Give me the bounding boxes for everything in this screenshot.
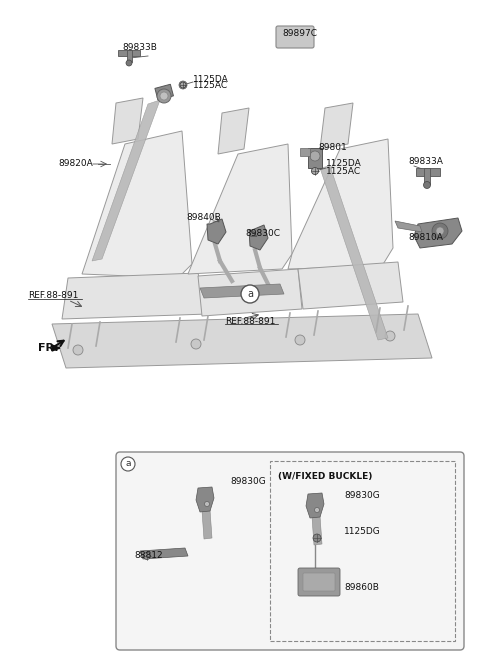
Circle shape xyxy=(144,552,151,560)
Text: 89810A: 89810A xyxy=(408,234,443,243)
Text: FR.: FR. xyxy=(38,343,59,353)
Circle shape xyxy=(312,167,319,174)
Circle shape xyxy=(126,60,132,66)
Polygon shape xyxy=(82,131,192,278)
Polygon shape xyxy=(249,225,268,250)
Text: REF.88-891: REF.88-891 xyxy=(28,291,78,300)
Polygon shape xyxy=(92,100,160,261)
FancyBboxPatch shape xyxy=(276,26,314,48)
Circle shape xyxy=(313,534,321,542)
Polygon shape xyxy=(320,166,388,340)
Polygon shape xyxy=(52,345,60,351)
Text: a: a xyxy=(247,289,253,299)
Circle shape xyxy=(241,285,259,303)
Circle shape xyxy=(191,339,201,349)
Polygon shape xyxy=(52,314,432,368)
Bar xyxy=(270,461,455,641)
Circle shape xyxy=(310,151,320,161)
Text: 89801: 89801 xyxy=(318,144,347,152)
Text: 89897C: 89897C xyxy=(282,28,317,37)
Text: (W/FIXED BUCKLE): (W/FIXED BUCKLE) xyxy=(278,472,372,480)
Text: 1125DG: 1125DG xyxy=(344,527,381,537)
Circle shape xyxy=(121,457,135,471)
Circle shape xyxy=(314,508,320,512)
Bar xyxy=(416,168,440,176)
Text: 89830G: 89830G xyxy=(230,478,266,487)
Polygon shape xyxy=(200,284,284,298)
Polygon shape xyxy=(395,221,422,232)
Polygon shape xyxy=(198,269,302,316)
Bar xyxy=(308,148,322,168)
Bar xyxy=(424,168,430,184)
Text: 89860B: 89860B xyxy=(344,583,379,592)
Bar xyxy=(155,84,173,100)
Text: a: a xyxy=(125,459,131,468)
FancyBboxPatch shape xyxy=(303,573,335,591)
Text: 89830C: 89830C xyxy=(245,230,280,239)
Bar xyxy=(300,148,310,156)
FancyBboxPatch shape xyxy=(116,452,464,650)
Text: REF.88-891: REF.88-891 xyxy=(225,316,276,325)
Polygon shape xyxy=(202,510,212,539)
Circle shape xyxy=(179,81,187,89)
Text: 89833B: 89833B xyxy=(122,43,157,52)
Polygon shape xyxy=(196,487,214,512)
Polygon shape xyxy=(207,219,226,244)
Polygon shape xyxy=(112,98,143,144)
Circle shape xyxy=(160,92,168,100)
Polygon shape xyxy=(312,516,322,545)
Circle shape xyxy=(157,89,171,103)
Bar xyxy=(127,50,132,62)
Polygon shape xyxy=(306,493,324,518)
Circle shape xyxy=(180,82,186,88)
Text: 89840B: 89840B xyxy=(186,213,221,222)
Text: 88812: 88812 xyxy=(134,552,163,560)
Circle shape xyxy=(295,335,305,345)
Text: 89833A: 89833A xyxy=(408,157,443,165)
Text: 1125AC: 1125AC xyxy=(193,81,228,91)
Text: 89830G: 89830G xyxy=(344,491,380,501)
Text: 89820A: 89820A xyxy=(58,159,93,169)
FancyBboxPatch shape xyxy=(298,568,340,596)
Polygon shape xyxy=(218,108,249,154)
Circle shape xyxy=(436,227,444,235)
Text: 1125AC: 1125AC xyxy=(326,167,361,176)
Text: 1125DA: 1125DA xyxy=(193,75,229,83)
Circle shape xyxy=(204,501,209,506)
Circle shape xyxy=(385,331,395,341)
Polygon shape xyxy=(298,262,403,309)
Bar xyxy=(118,50,140,56)
Circle shape xyxy=(432,223,448,239)
Circle shape xyxy=(73,345,83,355)
Polygon shape xyxy=(188,144,292,274)
Polygon shape xyxy=(288,139,393,269)
Polygon shape xyxy=(320,103,353,149)
Polygon shape xyxy=(140,548,188,559)
Polygon shape xyxy=(414,218,462,248)
Text: 1125DA: 1125DA xyxy=(326,159,362,169)
Circle shape xyxy=(423,182,431,188)
Polygon shape xyxy=(62,273,208,319)
